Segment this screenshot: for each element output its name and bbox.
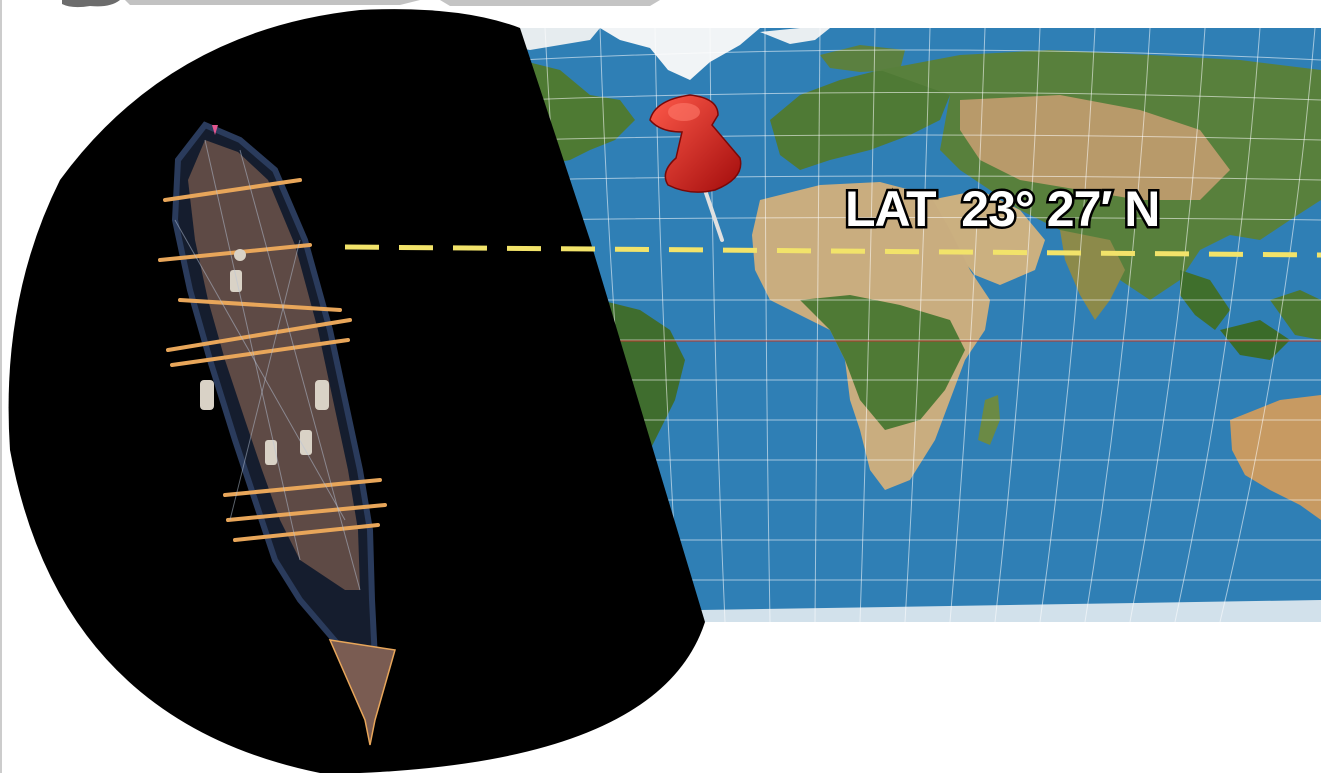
central-africa-green bbox=[800, 295, 965, 430]
top-fragment bbox=[62, 0, 660, 8]
ship-rigging bbox=[174, 139, 361, 591]
ship-flag bbox=[212, 125, 218, 135]
arabia bbox=[930, 190, 1045, 285]
arctic-ice bbox=[520, 28, 600, 50]
push-pin-icon bbox=[649, 94, 742, 242]
world-map bbox=[520, 28, 1321, 622]
ship-yards bbox=[158, 178, 387, 542]
europe bbox=[770, 70, 950, 170]
latitude-label: LAT 23° 27′ N bbox=[842, 179, 1162, 240]
ship-bowsprit bbox=[328, 639, 396, 746]
australia bbox=[1230, 395, 1321, 520]
latitude-line bbox=[344, 244, 1321, 258]
ship bbox=[158, 121, 396, 746]
south-america bbox=[600, 300, 685, 470]
central-asia-desert bbox=[960, 95, 1230, 200]
